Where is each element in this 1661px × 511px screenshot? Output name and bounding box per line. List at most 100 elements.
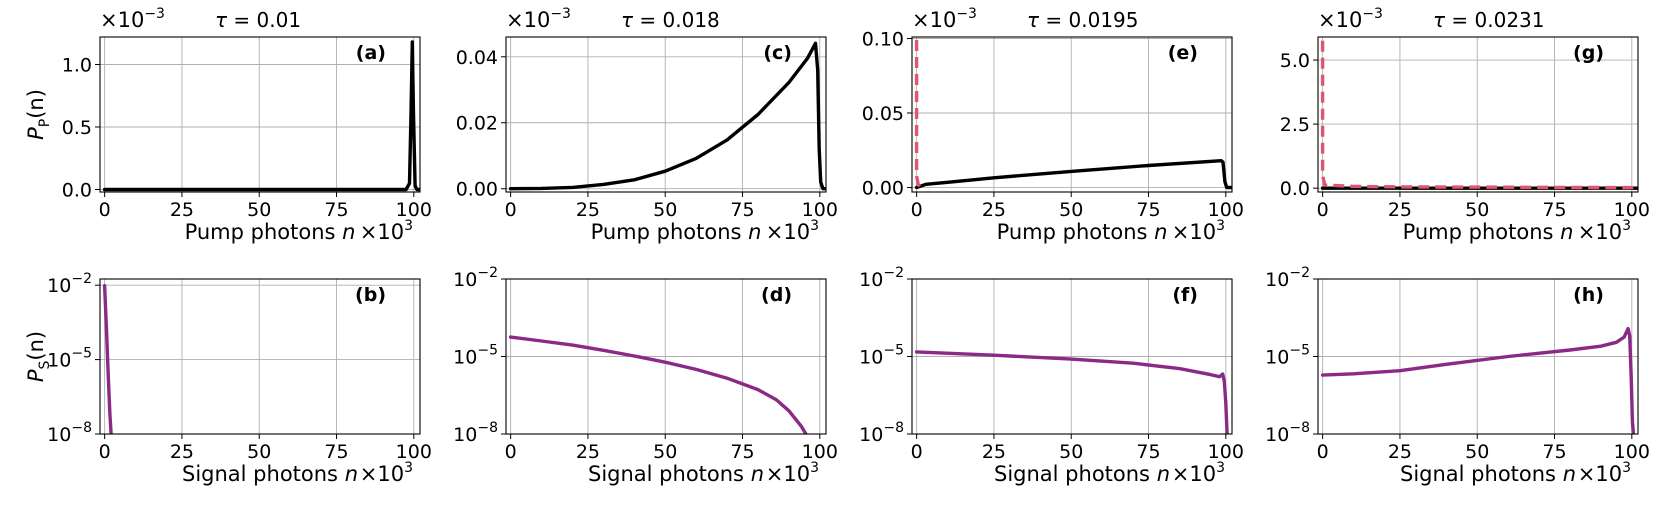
- x-tick-label: 50: [1465, 199, 1489, 221]
- series-line-solid: [508, 335, 808, 434]
- tau-symbol: τ: [1433, 8, 1446, 32]
- x-tick-label: 50: [653, 199, 677, 221]
- x-tick-label: 0: [505, 199, 517, 221]
- x-tick-label: 100: [802, 441, 838, 463]
- y-tick-label-base: 0.0: [62, 180, 92, 202]
- x-multiplier: ×103: [766, 460, 819, 486]
- panel-title: τ = 0.01: [215, 8, 301, 32]
- x-tick-label: 75: [324, 199, 348, 221]
- x-multiplier-exp: 3: [404, 460, 413, 476]
- y-tick-label-base: 10: [47, 424, 71, 446]
- x-axis-label: Pump photons n: [591, 220, 762, 244]
- y-tick-label: 10−2: [47, 271, 92, 297]
- y-tick-label-base: 5.0: [1280, 50, 1310, 72]
- y-tick-label-base: 10: [453, 424, 477, 446]
- axes-frame: [99, 36, 421, 193]
- x-tick-label: 0: [911, 199, 923, 221]
- series-group: [508, 41, 826, 191]
- y-multiplier-exp: −3: [1362, 6, 1383, 22]
- panel-label: (d): [761, 284, 792, 306]
- y-axis-label-tail: (n): [24, 331, 48, 361]
- x-tick-label: 25: [576, 441, 600, 463]
- x-multiplier-base: ×10: [1578, 220, 1622, 244]
- y-tick-label: 10−5: [47, 346, 92, 372]
- x-tick-label: 75: [1542, 441, 1566, 463]
- y-tick-label-exp: −2: [71, 271, 92, 287]
- y-multiplier-exp: −3: [550, 6, 571, 22]
- y-tick-label-base: 0.02: [456, 113, 498, 135]
- y-tick-label-base: 1.0: [62, 55, 92, 77]
- x-tick-label: 100: [396, 441, 432, 463]
- y-tick-label: 0.0: [62, 180, 92, 202]
- x-multiplier-base: ×10: [766, 462, 810, 486]
- x-tick-label: 50: [1465, 441, 1489, 463]
- y-tick-label-base: 0.05: [862, 103, 904, 125]
- series-line-solid: [102, 40, 420, 192]
- series-line-solid: [914, 159, 1232, 190]
- axes-frame: [505, 36, 827, 193]
- y-axis-label-sub: S: [37, 360, 53, 369]
- x-tick-label: 75: [1542, 199, 1566, 221]
- x-multiplier-exp: 3: [810, 218, 819, 234]
- x-multiplier-exp: 3: [1622, 218, 1631, 234]
- y-tick-label-exp: −8: [477, 420, 498, 436]
- y-tick-label: 10−8: [453, 420, 498, 446]
- y-axis-label-main: P: [24, 369, 48, 382]
- y-tick-label: 5.0: [1280, 50, 1310, 72]
- x-multiplier: ×103: [360, 460, 413, 486]
- panel-label: (a): [356, 42, 386, 64]
- y-multiplier-base: ×10: [912, 8, 956, 32]
- y-tick-label-exp: −8: [883, 420, 904, 436]
- x-multiplier-exp: 3: [810, 460, 819, 476]
- x-axis-label: Pump photons n: [997, 220, 1168, 244]
- x-tick-label: 50: [247, 199, 271, 221]
- x-multiplier-exp: 3: [1216, 460, 1225, 476]
- x-multiplier-base: ×10: [360, 462, 404, 486]
- y-multiplier-base: ×10: [1318, 8, 1362, 32]
- y-tick-label-exp: −8: [71, 420, 92, 436]
- y-tick-label-base: 10: [859, 269, 883, 291]
- x-multiplier-base: ×10: [1172, 462, 1216, 486]
- x-tick-label: 25: [170, 199, 194, 221]
- series-group: [102, 40, 420, 192]
- y-tick-label-exp: −5: [71, 346, 92, 362]
- x-axis-label-var: n: [1563, 462, 1576, 486]
- y-tick-label: 10−5: [1265, 343, 1310, 369]
- panel-label: (h): [1573, 284, 1604, 306]
- panel-title: τ = 0.0231: [1433, 8, 1545, 32]
- x-tick-label: 0: [505, 441, 517, 463]
- x-axis-label-var: n: [342, 220, 355, 244]
- x-axis-label-var: n: [751, 462, 764, 486]
- y-tick-label-base: 10: [47, 350, 71, 372]
- tau-symbol: τ: [215, 8, 228, 32]
- y-tick-label-exp: −2: [1289, 265, 1310, 281]
- panel-title: τ = 0.018: [621, 8, 720, 32]
- y-tick-label: 10−2: [859, 265, 904, 291]
- x-axis-label-var: n: [748, 220, 761, 244]
- y-tick-label: 0.00: [456, 179, 498, 201]
- panel-label: (b): [355, 284, 386, 306]
- y-tick-label: 0.0: [1280, 178, 1310, 200]
- y-tick-label: 0.10: [862, 28, 904, 50]
- series-line-solid: [508, 41, 826, 191]
- x-axis-label-text: Pump photons: [591, 220, 749, 244]
- x-tick-label: 100: [1614, 441, 1650, 463]
- x-axis-label-text: Pump photons: [185, 220, 343, 244]
- y-tick-label: 0.04: [456, 47, 498, 69]
- y-tick-label-base: 0.04: [456, 47, 498, 69]
- y-tick-label-base: 0.10: [862, 28, 904, 50]
- y-tick-label-base: 10: [47, 275, 71, 297]
- x-multiplier: ×103: [1578, 218, 1631, 244]
- y-tick-label: 0.00: [862, 178, 904, 200]
- y-tick-label-exp: −5: [477, 343, 498, 359]
- x-multiplier-base: ×10: [1578, 462, 1622, 486]
- series-group: [1320, 326, 1636, 434]
- x-axis-label: Signal photons n: [588, 462, 764, 486]
- x-tick-label: 50: [653, 441, 677, 463]
- x-axis-label-var: n: [1560, 220, 1573, 244]
- axes-frame: [911, 36, 1233, 193]
- y-tick-label: 10−8: [859, 420, 904, 446]
- y-tick-label: 2.5: [1280, 114, 1310, 136]
